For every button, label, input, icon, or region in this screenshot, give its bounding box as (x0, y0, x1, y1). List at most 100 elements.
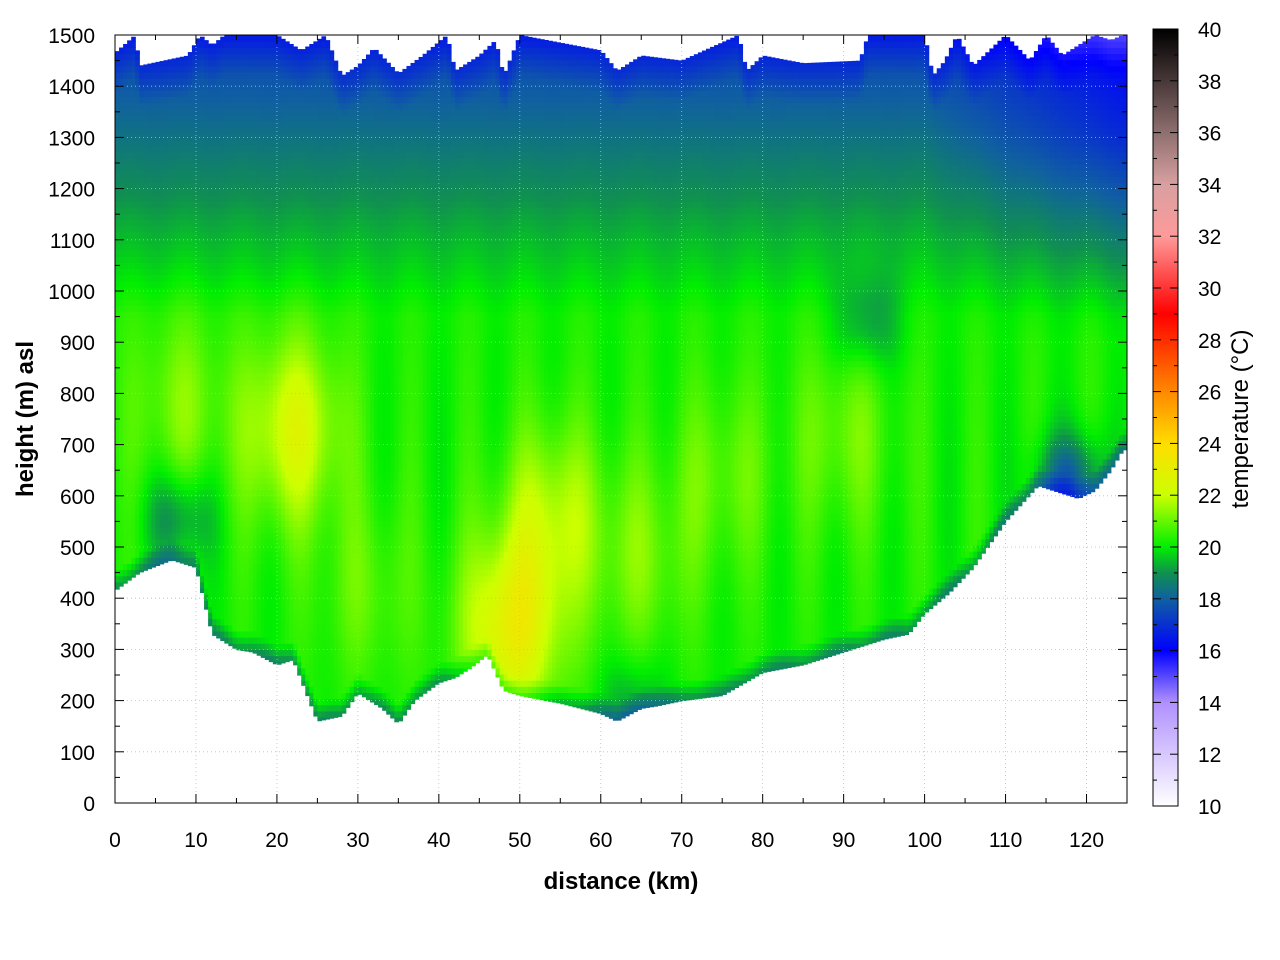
heatmap-cell (293, 539, 298, 546)
heatmap-cell (200, 367, 205, 374)
heatmap-cell (317, 582, 322, 589)
heatmap-cell (265, 96, 270, 103)
heatmap-cell (277, 348, 282, 355)
heatmap-cell (212, 182, 217, 189)
heatmap-cell (155, 428, 160, 435)
heatmap-cell (200, 287, 205, 294)
heatmap-cell (216, 238, 221, 245)
heatmap-cell (269, 281, 274, 288)
heatmap-cell (293, 158, 298, 165)
heatmap-cell (119, 299, 124, 306)
heatmap-cell (249, 465, 254, 472)
heatmap-cell (220, 66, 225, 73)
heatmap-cell (289, 287, 294, 294)
heatmap-cell (131, 342, 136, 349)
heatmap-cell (257, 471, 262, 478)
heatmap-cell (313, 410, 318, 417)
heatmap-cell (301, 49, 306, 54)
heatmap-cell (135, 514, 140, 521)
heatmap-cell (208, 201, 213, 208)
heatmap-cell (139, 158, 144, 165)
heatmap-cell (131, 90, 136, 97)
heatmap-cell (176, 189, 181, 196)
heatmap-cell (160, 514, 165, 521)
heatmap-cell (131, 453, 136, 460)
heatmap-cell (297, 453, 302, 460)
heatmap-cell (155, 232, 160, 239)
heatmap-cell (240, 551, 245, 558)
heatmap-cell (265, 551, 270, 558)
heatmap-cell (180, 66, 185, 73)
heatmap-cell (224, 311, 229, 318)
heatmap-cell (176, 72, 181, 79)
heatmap-cell (249, 115, 254, 122)
heatmap-cell (147, 496, 152, 503)
heatmap-cell (317, 176, 322, 183)
heatmap-cell (297, 262, 302, 269)
heatmap-cell (249, 275, 254, 282)
heatmap-cell (293, 127, 298, 134)
heatmap-cell (326, 711, 331, 718)
heatmap-cell (184, 250, 189, 257)
heatmap-cell (119, 324, 124, 331)
heatmap-cell (127, 225, 132, 232)
heatmap-cell (281, 471, 286, 478)
heatmap-cell (289, 471, 294, 478)
heatmap-cell (192, 207, 197, 214)
heatmap-cell (143, 459, 148, 466)
heatmap-cell (257, 342, 262, 349)
heatmap-cell (196, 90, 201, 97)
heatmap-cell (147, 391, 152, 398)
heatmap-cell (317, 447, 322, 454)
heatmap-cell (168, 250, 173, 257)
heatmap-cell (232, 287, 237, 294)
heatmap-cell (164, 496, 169, 503)
heatmap-cell (277, 520, 282, 527)
heatmap-cell (172, 484, 177, 491)
heatmap-cell (119, 465, 124, 472)
heatmap-cell (273, 545, 278, 552)
heatmap-cell (212, 225, 217, 232)
heatmap-cell (200, 182, 205, 189)
heatmap-cell (123, 527, 128, 534)
heatmap-cell (236, 502, 241, 509)
heatmap-cell (127, 391, 132, 398)
heatmap-cell (172, 520, 177, 527)
heatmap-cell (317, 78, 322, 85)
heatmap-cell (200, 189, 205, 196)
heatmap-cell (313, 631, 318, 638)
heatmap-cell (139, 361, 144, 368)
heatmap-cell (285, 490, 290, 497)
heatmap-cell (123, 244, 128, 251)
heatmap-cell (236, 41, 241, 48)
heatmap-cell (281, 563, 286, 570)
heatmap-cell (261, 121, 266, 128)
heatmap-cell (301, 404, 306, 411)
heatmap-cell (281, 385, 286, 392)
heatmap-cell (317, 219, 322, 226)
heatmap-cell (127, 336, 132, 343)
heatmap-cell (301, 391, 306, 398)
heatmap-cell (321, 287, 326, 294)
heatmap-cell (147, 459, 152, 466)
heatmap-cell (115, 348, 120, 355)
heatmap-cell (155, 195, 160, 202)
heatmap-cell (305, 385, 310, 392)
heatmap-cell (208, 465, 213, 472)
heatmap-cell (297, 330, 302, 337)
heatmap-cell (115, 232, 120, 239)
heatmap-cell (253, 410, 258, 417)
heatmap-cell (184, 164, 189, 171)
heatmap-cell (160, 219, 165, 226)
heatmap-cell (228, 385, 233, 392)
heatmap-cell (135, 53, 140, 60)
heatmap-cell (277, 275, 282, 282)
heatmap-cell (326, 471, 331, 478)
heatmap-cell (216, 606, 221, 613)
heatmap-cell (289, 459, 294, 466)
heatmap-cell (139, 189, 144, 196)
heatmap-cell (184, 133, 189, 140)
heatmap-cell (208, 139, 213, 146)
heatmap-cell (119, 275, 124, 282)
heatmap-cell (168, 275, 173, 282)
